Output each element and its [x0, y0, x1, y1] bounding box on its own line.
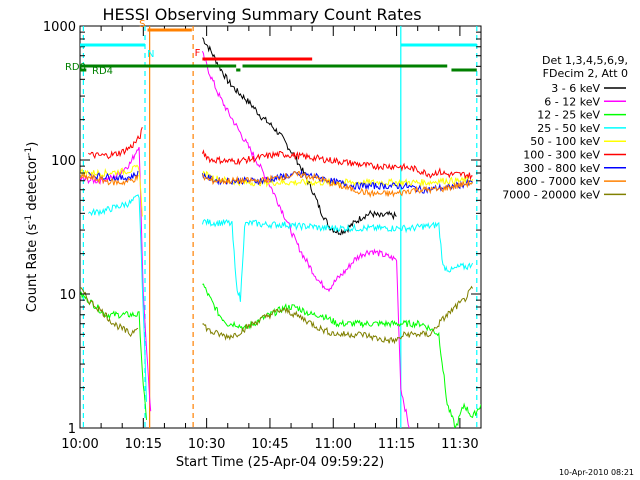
- series-line: [80, 285, 474, 345]
- flag-label: S: [139, 19, 145, 30]
- legend-label: 3 - 6 keV: [551, 82, 600, 95]
- x-tick-label: 10:45: [251, 437, 288, 452]
- legend-header: FDecim 2, Att 0: [543, 67, 628, 80]
- series-line: [80, 50, 410, 428]
- series-line: [80, 171, 474, 199]
- y-axis-label-end: ): [25, 142, 40, 147]
- y-tick-label: 1: [68, 422, 76, 437]
- legend-label: 100 - 300 keV: [523, 149, 600, 162]
- y-tick-label: 100: [51, 154, 76, 169]
- x-tick-label: 10:00: [61, 437, 98, 452]
- legend: Det 1,3,4,5,6,9,FDecim 2, Att 0 3 - 6 keV…: [502, 54, 628, 201]
- x-tick-label: 11:00: [315, 437, 352, 452]
- chart-title: HESSI Observing Summary Count Rates: [102, 5, 421, 24]
- x-axis: 10:00 10:15 10:30 10:45 11:00 11:15 11:30: [61, 26, 482, 452]
- series-line: [80, 283, 481, 428]
- x-tick-label: 10:15: [125, 437, 162, 452]
- y-axis-label-mid: detector: [25, 155, 40, 215]
- series-line: [88, 127, 473, 181]
- legend-label: 300 - 800 keV: [523, 162, 600, 175]
- flag-label: N: [147, 49, 154, 60]
- x-tick-label: 11:30: [441, 437, 478, 452]
- legend-label: 50 - 100 keV: [530, 135, 600, 148]
- y-tick-label: 1000: [43, 20, 76, 35]
- legend-label: 800 - 7000 keV: [516, 175, 600, 188]
- x-tick-label: 10:30: [188, 437, 225, 452]
- legend-label: 7000 - 20000 keV: [502, 188, 600, 201]
- footer-timestamp: 10-Apr-2010 08:21: [559, 468, 634, 477]
- y-axis-label-base: Count Rate (s: [25, 224, 40, 313]
- legend-header: Det 1,3,4,5,6,9,: [542, 54, 628, 67]
- legend-label: 6 - 12 keV: [544, 95, 600, 108]
- legend-label: 25 - 50 keV: [537, 122, 600, 135]
- y-tick-label: 10: [59, 288, 76, 303]
- series-line: [80, 164, 474, 217]
- flag-label: RD0: [65, 62, 86, 73]
- x-tick-label: 11:15: [378, 437, 415, 452]
- y-axis-label: Count Rate (s-1 detector-1): [24, 142, 40, 313]
- x-axis-label: Start Time (25-Apr-04 09:59:22): [176, 455, 384, 470]
- series-line: [88, 194, 474, 402]
- legend-label: 12 - 25 keV: [537, 109, 600, 122]
- plot-area: [80, 26, 481, 428]
- plot-frame: [79, 25, 482, 429]
- flag-label: F: [195, 48, 201, 59]
- y-axis-label-sup-2: -1: [24, 147, 34, 156]
- y-axis-label-sup: -1: [24, 215, 34, 224]
- flag-label: RD4: [92, 66, 113, 77]
- y-axis: 1 10 100 1000: [43, 20, 481, 437]
- series-line: [202, 37, 397, 236]
